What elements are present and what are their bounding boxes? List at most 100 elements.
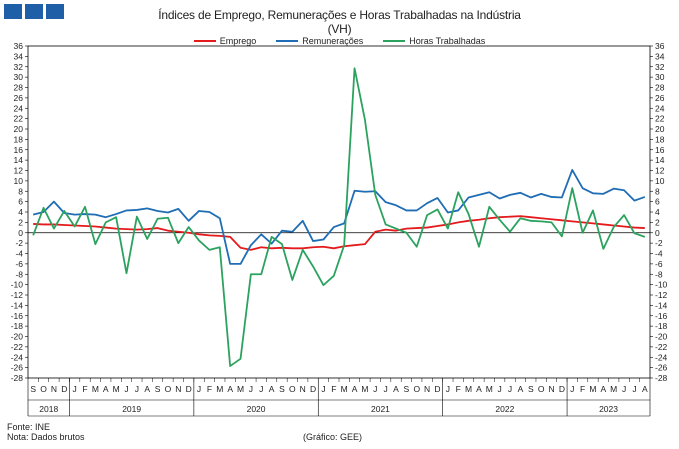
x-tick-label: S — [279, 384, 285, 394]
x-tick-label: F — [331, 384, 336, 394]
year-label: 2020 — [247, 404, 266, 414]
y-tick-label-left: -14 — [11, 300, 24, 310]
series-line-1 — [32, 169, 646, 265]
x-tick-label: J — [135, 384, 139, 394]
year-label: 2022 — [495, 404, 514, 414]
y-tick-label-left: -18 — [11, 321, 24, 331]
y-tick-label-right: -14 — [655, 300, 668, 310]
x-tick-label: J — [622, 384, 626, 394]
x-tick-label: M — [589, 384, 596, 394]
x-tick-label: M — [341, 384, 348, 394]
x-tick-label: A — [144, 384, 150, 394]
y-tick-label-left: 0 — [18, 228, 23, 238]
x-tick-label: J — [373, 384, 377, 394]
x-tick-label: M — [361, 384, 368, 394]
x-tick-label: A — [352, 384, 358, 394]
y-tick-label-left: 12 — [14, 166, 24, 176]
y-tick-label-right: 16 — [655, 145, 665, 155]
y-tick-label-left: -12 — [11, 290, 24, 300]
legend-swatch-remuneracoes — [276, 40, 299, 42]
y-tick-label-right: 28 — [655, 83, 665, 93]
x-tick-label: F — [207, 384, 212, 394]
x-tick-label: D — [310, 384, 316, 394]
x-tick-label: J — [384, 384, 388, 394]
logo-block — [4, 4, 22, 19]
y-tick-label-right: -24 — [655, 352, 668, 362]
x-tick-label: J — [632, 384, 636, 394]
y-tick-label-right: 24 — [655, 103, 665, 113]
y-tick-label-right: -4 — [655, 249, 663, 259]
x-tick-label: O — [538, 384, 545, 394]
x-tick-label: A — [518, 384, 524, 394]
x-tick-label: A — [269, 384, 275, 394]
x-tick-label: J — [446, 384, 450, 394]
year-label: 2018 — [39, 404, 58, 414]
y-tick-label-right: 4 — [655, 207, 660, 217]
y-tick-label-right: -12 — [655, 290, 668, 300]
y-tick-label-right: 34 — [655, 51, 665, 61]
y-tick-label-left: -4 — [15, 249, 23, 259]
chart-title-line1: Índices de Emprego, Remunerações e Horas… — [158, 8, 521, 22]
x-tick-label: S — [30, 384, 36, 394]
y-tick-label-right: -16 — [655, 311, 668, 321]
x-tick-label: O — [165, 384, 172, 394]
x-tick-label: N — [424, 384, 430, 394]
x-tick-label: N — [300, 384, 306, 394]
x-tick-label: J — [124, 384, 128, 394]
y-tick-label-left: 26 — [14, 93, 24, 103]
y-tick-label-left: 28 — [14, 83, 24, 93]
y-tick-label-left: -6 — [15, 259, 23, 269]
y-tick-label-right: 8 — [655, 186, 660, 196]
y-tick-label-right: -8 — [655, 269, 663, 279]
y-tick-label-right: 14 — [655, 155, 665, 165]
y-tick-label-left: -2 — [15, 238, 23, 248]
year-label: 2019 — [122, 404, 141, 414]
legend-item-emprego: Emprego — [193, 36, 257, 46]
x-tick-label: S — [155, 384, 161, 394]
data-note: Nota: Dados brutos — [7, 432, 85, 442]
y-tick-label-left: -26 — [11, 363, 24, 373]
x-tick-label: M — [216, 384, 223, 394]
series-line-2 — [32, 67, 646, 367]
x-tick-label: S — [404, 384, 410, 394]
logo-block — [46, 4, 64, 19]
x-tick-label: J — [73, 384, 77, 394]
chart-title-line2: (VH) — [327, 22, 352, 36]
legend-label-emprego: Emprego — [219, 36, 257, 46]
y-tick-label-right: 0 — [655, 228, 660, 238]
y-tick-label-left: 4 — [18, 207, 23, 217]
x-tick-label: N — [175, 384, 181, 394]
logo-block — [25, 4, 43, 19]
x-tick-label: A — [642, 384, 648, 394]
x-tick-label: N — [548, 384, 554, 394]
y-tick-label-left: 20 — [14, 124, 24, 134]
x-tick-label: F — [580, 384, 585, 394]
x-tick-label: S — [528, 384, 534, 394]
y-tick-label-right: -10 — [655, 280, 668, 290]
y-tick-label-left: 32 — [14, 62, 24, 72]
x-tick-label: M — [237, 384, 244, 394]
legend-label-remuneracoes: Remunerações — [302, 36, 364, 46]
x-tick-label: A — [476, 384, 482, 394]
legend-item-remuneracoes: Remunerações — [276, 36, 363, 46]
x-tick-label: M — [486, 384, 493, 394]
x-tick-label: M — [113, 384, 120, 394]
y-tick-label-left: 24 — [14, 103, 24, 113]
y-tick-label-left: -20 — [11, 332, 24, 342]
x-tick-label: D — [61, 384, 67, 394]
y-tick-label-right: 20 — [655, 124, 665, 134]
y-tick-label-left: 14 — [14, 155, 24, 165]
chart-legend: Emprego Remunerações Horas Trabalhadas — [0, 36, 679, 46]
x-tick-label: J — [498, 384, 502, 394]
y-tick-label-left: -28 — [11, 373, 24, 383]
x-tick-label: O — [289, 384, 296, 394]
x-tick-label: O — [40, 384, 47, 394]
legend-item-horas: Horas Trabalhadas — [383, 36, 485, 46]
x-tick-label: J — [197, 384, 201, 394]
y-tick-label-left: 30 — [14, 72, 24, 82]
x-tick-label: M — [610, 384, 617, 394]
x-tick-label: M — [92, 384, 99, 394]
y-tick-label-right: -28 — [655, 373, 668, 383]
source-note: Fonte: INE — [7, 422, 51, 432]
